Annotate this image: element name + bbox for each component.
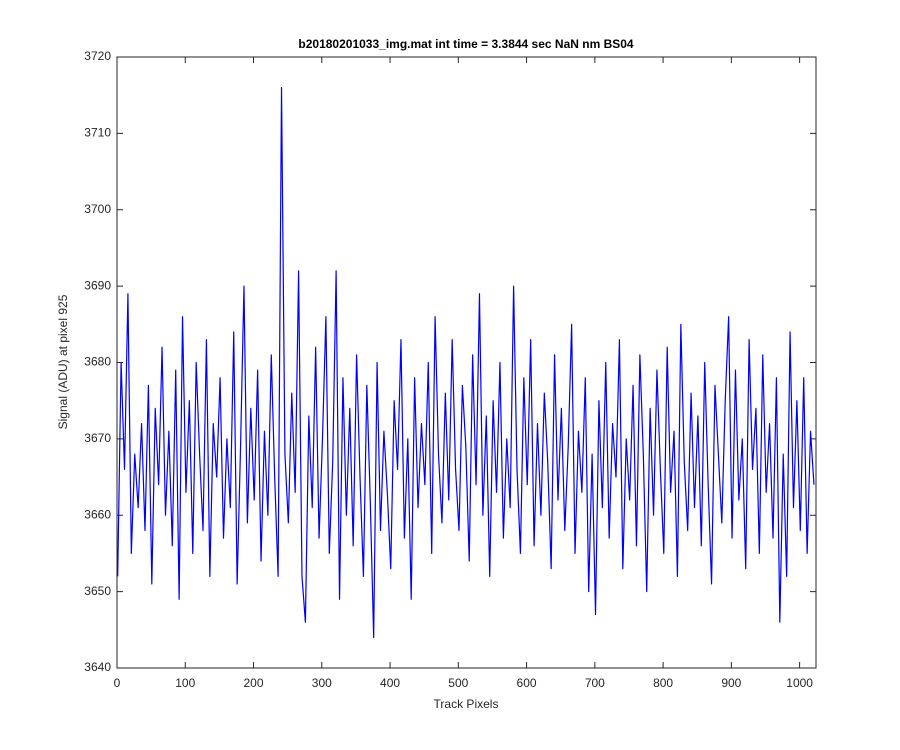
- y-tick-label: 3640: [84, 660, 111, 674]
- x-tick-label: 300: [312, 676, 332, 690]
- x-tick-label: 200: [244, 676, 264, 690]
- y-tick-label: 3660: [84, 507, 111, 521]
- x-tick-label: 800: [653, 676, 673, 690]
- y-tick-label: 3680: [84, 355, 111, 369]
- y-tick-label: 3720: [84, 49, 111, 63]
- y-tick-label: 3690: [84, 278, 111, 292]
- x-tick-label: 600: [517, 676, 537, 690]
- data-line: [117, 86, 815, 639]
- x-tick-label: 900: [721, 676, 741, 690]
- y-axis-label: Signal (ADU) at pixel 925: [56, 294, 70, 429]
- x-tick-label: 1000: [786, 676, 813, 690]
- chart-title: b20180201033_img.mat int time = 3.3844 s…: [298, 37, 634, 51]
- x-tick-label: 400: [380, 676, 400, 690]
- y-tick-label: 3650: [84, 584, 111, 598]
- x-tick-label: 0: [114, 676, 121, 690]
- x-axis-label: Track Pixels: [434, 697, 499, 711]
- y-tick-label: 3700: [84, 202, 111, 216]
- y-tick-label: 3710: [84, 126, 111, 140]
- y-tick-label: 3670: [84, 431, 111, 445]
- x-tick-label: 500: [448, 676, 468, 690]
- x-tick-label: 700: [585, 676, 605, 690]
- x-tick-label: 100: [175, 676, 195, 690]
